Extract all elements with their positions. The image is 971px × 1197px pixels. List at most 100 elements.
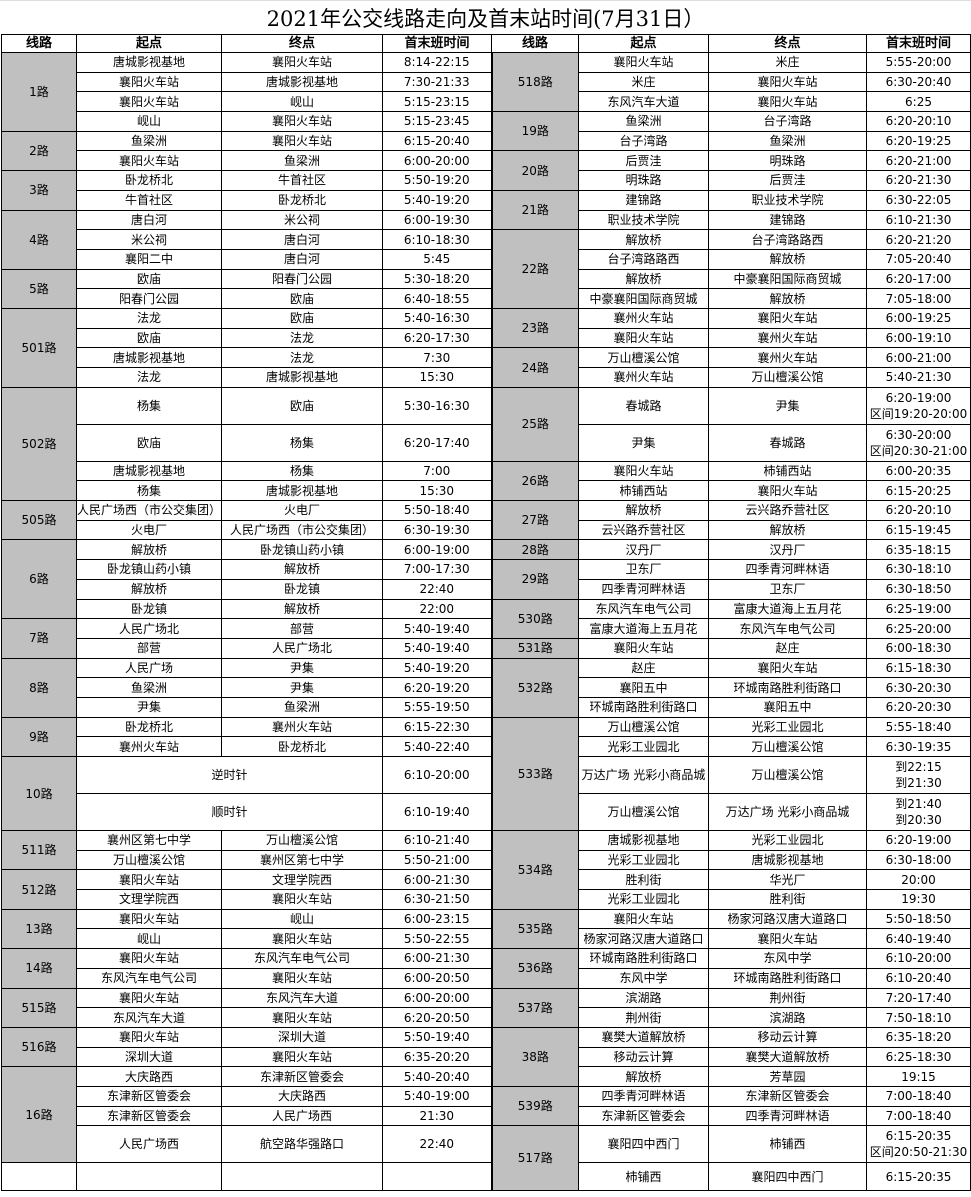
start-stop: 东风汽车大道 [578,91,709,113]
end-stop: 柿铺西 [708,1125,867,1164]
route-cell: 511路 [1,829,77,871]
start-stop: 牛首社区 [76,189,222,211]
direction-label: 顺时针 [76,793,383,831]
start-stop: 中豪襄阳国际商贸城 [578,288,709,309]
start-stop: 移动云计算 [578,1046,709,1068]
start-stop: 汉丹厂 [578,539,709,561]
end-stop: 后贾洼 [708,170,867,191]
table-row: 4路 唐白河 米公祠 6:00-19:30 职业技术学院 建锦路 6:10-21:30 [1,209,971,270]
start-stop: 欧庙 [76,268,222,290]
end-stop: 东风中学 [708,948,867,969]
end-stop: 唐白河 [221,248,383,270]
end-stop: 卫东厂 [708,578,867,600]
start-stop: 襄阳火车站 [76,1026,222,1048]
route-cell: 536路 [490,948,579,989]
start-stop: 尹集 [578,423,709,462]
table-row: 深圳大道 襄阳火车站 6:35-20:20 移动云计算 襄樊大道解放桥 6:25-18:3… [2,1046,971,1068]
end-stop: 欧庙 [221,307,383,329]
service-time: 6:20-21:20 [866,229,971,250]
start-stop: 大庆路西 [76,1066,222,1087]
end-stop: 解放桥 [708,288,867,309]
start-stop: 解放桥 [76,539,222,561]
table-row: 襄阳火车站 岘山 5:15-23:15 东风汽车大道 襄阳火车站 6:25 [2,91,971,113]
end-stop: 唐白河 [221,229,383,250]
start-stop: 欧庙 [76,327,222,349]
service-time: 6:10-19:40 [382,793,492,831]
start-stop: 建锦路 [578,189,709,211]
service-time: 6:15-20:25 [866,480,971,502]
service-time: 7:00-18:40 [866,1105,971,1127]
start-stop: 环城南路胜利街路口 [578,696,709,718]
service-time: 6:15-20:35 区间20:50-21:30 [866,1125,971,1164]
start-stop: 唐白河 [76,209,222,231]
route-cell: 6路 [1,539,77,620]
start-stop: 襄樊大道解放桥 [578,1026,709,1048]
start-stop: 云兴路乔营社区 [578,519,709,541]
end-stop: 云兴路乔营社区 [708,500,867,521]
route-cell: 10路 [1,756,77,831]
start-stop: 卧龙镇山药小镇 [76,559,222,580]
start-stop: 阳春门公园 [76,288,222,309]
start-stop: 欧庙 [76,423,222,462]
service-time: 5:40-19:40 [382,618,492,639]
service-time: 7:05-20:40 [866,248,971,270]
end-stop: 襄州火车站 [708,347,867,368]
end-stop: 火电厂 [221,500,383,521]
end-stop: 部营 [221,618,383,639]
start-stop: 光彩工业园北 [578,889,709,910]
end-stop: 荆州街 [708,987,867,1009]
table-row: 515路 襄阳火车站 东风汽车大道 6:00-20:00 537路 滨湖路 荆州街 7:20-… [1,987,971,1028]
table-row: 东风汽车电气公司 襄阳火车站 6:00-20:50 东风中学 环城南路胜利街路口 6:10… [2,967,971,989]
service-time [382,1162,492,1192]
route-cell: 21路 [490,189,579,231]
table-row: 欧庙 杨集 6:20-17:40 尹集 春城路 6:30-20:00 区间20:30-21… [2,423,971,462]
start-stop: 万山檀溪公馆 [578,716,709,738]
header-route: 线路 [1,34,77,53]
start-stop: 卧龙镇 [76,598,222,620]
end-stop: 万达广场 光彩小商品城 [708,793,867,831]
service-time: 7:50-18:10 [866,1007,971,1028]
start-stop: 万山檀溪公馆 [76,849,222,871]
route-cell: 1路 [1,52,77,132]
start-stop: 米公祠 [76,229,222,250]
end-stop: 鱼梁洲 [221,150,383,172]
start-stop: 台子湾路 [578,130,709,152]
route-cell: 530路 [490,598,579,639]
service-time: 6:10-18:30 [382,229,492,250]
end-stop: 环城南路胜利街路口 [708,677,867,698]
route-cell: 539路 [490,1085,579,1127]
table-row: 东津新区管委会 大庆路西 5:40-19:00 539路 四季青河畔林语 东津新区管委会 7… [2,1085,971,1127]
table-row: 解放桥 卧龙镇 22:40 四季青河畔林语 卫东厂 6:30-18:50 [2,578,971,600]
end-stop: 卧龙镇 [221,578,383,600]
end-stop: 东风汽车大道 [221,987,383,1009]
start-stop: 襄阳火车站 [578,52,709,73]
start-stop: 柿铺西 [578,1162,709,1192]
service-time: 6:00-21:30 [382,948,492,969]
start-stop: 人民广场西 [76,1125,222,1164]
table-row: 岘山 襄阳火车站 5:15-23:45 19路 鱼梁洲 台子湾路 6:20-20:10 [2,111,971,152]
service-time: 5:55-18:40 [866,716,971,738]
end-stop: 米庄 [708,52,867,73]
start-stop: 光彩工业园北 [578,736,709,757]
bus-schedule-table: 线路 起点 终点 首末班时间 线路 起点 终点 首末班时间 1路 唐城影视基地 襄阳… [1,34,971,1192]
table-row: 512路 襄阳火车站 文理学院西 6:00-21:30 胜利街 华光厂 20:00 [1,869,971,910]
end-stop: 米公祠 [221,209,383,231]
start-stop: 襄阳五中 [578,677,709,698]
service-time: 5:40-19:40 [382,637,492,659]
start-stop: 四季青河畔林语 [578,578,709,600]
service-time: 6:30-20:40 [866,71,971,93]
service-time: 6:20-20:10 [866,111,971,132]
start-stop: 鱼梁洲 [76,677,222,698]
start-stop: 富康大道海上五月花 [578,618,709,639]
table-row: 3路 卧龙桥北 牛首社区 5:50-19:20 明珠路 后贾洼 6:20-21:30 [1,170,971,211]
start-stop: 春城路 [578,386,709,425]
service-time: 5:40-19:00 [382,1085,492,1107]
start-stop: 人民广场西（市公交集团） [76,500,222,521]
table-row: 襄州火车站 卧龙桥北 5:40-22:40 光彩工业园北 万山檀溪公馆 6:30-19:3… [2,736,971,757]
route-cell: 14路 [1,948,77,989]
service-time: 6:20-21:00 [866,150,971,172]
route-cell: 26路 [490,460,579,502]
service-time: 6:35-18:15 [866,539,971,561]
end-stop: 移动云计算 [708,1026,867,1048]
end-stop: 东津新区管委会 [221,1066,383,1087]
